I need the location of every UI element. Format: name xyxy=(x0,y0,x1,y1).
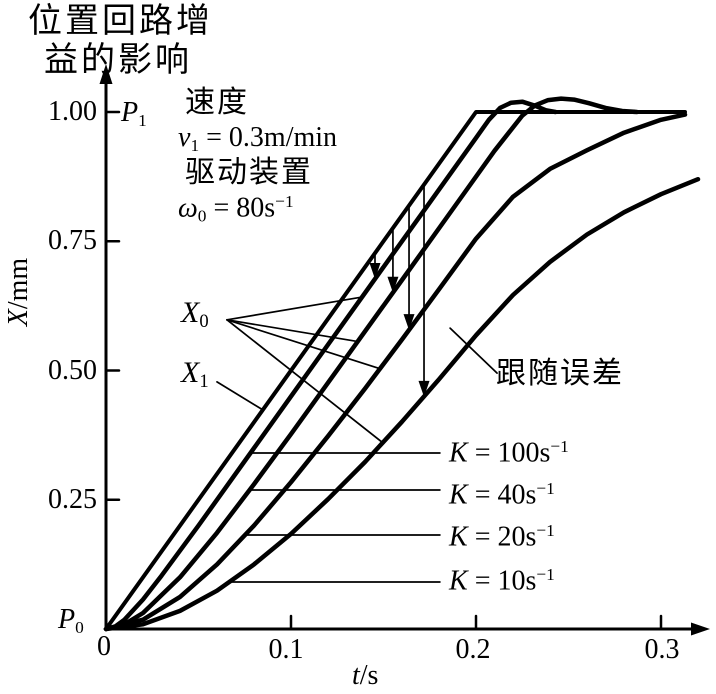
following-error-label: 跟随误差 xyxy=(496,357,624,390)
x0-subscript: 0 xyxy=(199,311,209,333)
p0-point-label: P0 xyxy=(58,604,84,638)
x1-subscript: 1 xyxy=(199,371,209,393)
drive-equation: ω0 = 80s−1 xyxy=(178,192,294,226)
k20-exponent: −1 xyxy=(536,521,555,540)
speed-heading: 速度 xyxy=(185,86,249,119)
x0-curve-label: X0 xyxy=(181,296,209,333)
speed-equation: v1 = 0.3m/min xyxy=(178,122,337,156)
drive-eq-subscript: 0 xyxy=(197,206,207,226)
x0-symbol: X xyxy=(181,296,200,329)
k100-exponent: −1 xyxy=(550,437,569,456)
y-tick-label-050: 0.50 xyxy=(48,355,97,386)
x-axis-label: t/s xyxy=(352,660,378,692)
p0-subscript: 0 xyxy=(75,617,84,637)
x-tick-label-0: 0 xyxy=(97,631,111,662)
series-curve-3 xyxy=(103,112,688,632)
y-axis-label-symbol: X xyxy=(3,309,34,327)
following-error-arrowhead-2 xyxy=(403,314,415,331)
chart-title-line2: 益的影响 xyxy=(44,42,192,80)
k40-exponent: −1 xyxy=(536,479,555,498)
x0-fan-pointer-1 xyxy=(226,318,359,343)
k10-exponent: −1 xyxy=(536,565,555,584)
p1-point-label: P1 xyxy=(121,97,147,131)
k20-label: K = 20s−1 xyxy=(449,521,555,554)
y-tick-label-100: 1.00 xyxy=(48,96,97,127)
y-axis-label: X/mm xyxy=(3,222,34,362)
speed-eq-value: = 0.3m/min xyxy=(199,122,338,153)
speed-eq-subscript: 1 xyxy=(190,135,200,155)
x0-fan-pointer-2 xyxy=(226,318,381,370)
k40-symbol: K xyxy=(449,479,468,511)
p0-symbol: P xyxy=(58,604,76,635)
p1-symbol: P xyxy=(121,97,139,128)
chart-title: 位置回路增 益的影响 xyxy=(28,2,213,80)
x1-leader-line xyxy=(216,381,264,411)
x-axis-label-unit: /s xyxy=(359,660,379,691)
k10-label: K = 10s−1 xyxy=(449,565,555,598)
x-tick-label-03: 0.3 xyxy=(644,634,680,665)
series-curve-4 xyxy=(103,176,701,632)
k100-label: K = 100s−1 xyxy=(449,437,569,470)
x-axis-label-symbol: t xyxy=(352,660,360,691)
k20-symbol: K xyxy=(449,521,468,553)
x0-fan-pointer-0 xyxy=(226,296,363,321)
drive-heading: 驱动装置 xyxy=(185,156,313,189)
following-error-arrowhead-1 xyxy=(387,276,399,293)
chart-title-line1: 位置回路增 xyxy=(28,3,213,40)
y-axis-arrowhead xyxy=(99,64,113,84)
x-tick-label-01: 0.1 xyxy=(268,634,304,665)
k20-value: = 20s xyxy=(467,521,537,553)
x1-curve-label: X1 xyxy=(181,356,209,393)
y-tick-label-075: 0.75 xyxy=(48,225,97,256)
x-tick-label-02: 0.2 xyxy=(455,634,491,665)
k100-value: = 100s xyxy=(467,437,551,469)
y-tick-label-025: 0.25 xyxy=(48,484,97,515)
following-error-leader-line xyxy=(449,327,498,374)
p1-subscript: 1 xyxy=(138,110,147,130)
k10-value: = 10s xyxy=(467,565,537,597)
following-error-arrowhead-3 xyxy=(418,380,430,397)
drive-eq-value: = 80s xyxy=(206,192,276,224)
series-curve-2 xyxy=(103,96,640,632)
speed-eq-symbol: v xyxy=(178,122,191,153)
k10-symbol: K xyxy=(449,565,468,597)
k100-symbol: K xyxy=(449,437,468,469)
following-error-arrowhead-0 xyxy=(369,262,381,279)
k40-value: = 40s xyxy=(467,479,537,511)
drive-eq-exponent: −1 xyxy=(275,192,294,211)
drive-eq-symbol: ω xyxy=(178,192,198,224)
y-axis-label-unit: /mm xyxy=(3,257,34,310)
x-axis-arrowhead xyxy=(691,622,710,636)
x1-symbol: X xyxy=(181,356,200,389)
x0-fan-pointer-3 xyxy=(226,318,384,444)
k40-label: K = 40s−1 xyxy=(449,479,555,512)
